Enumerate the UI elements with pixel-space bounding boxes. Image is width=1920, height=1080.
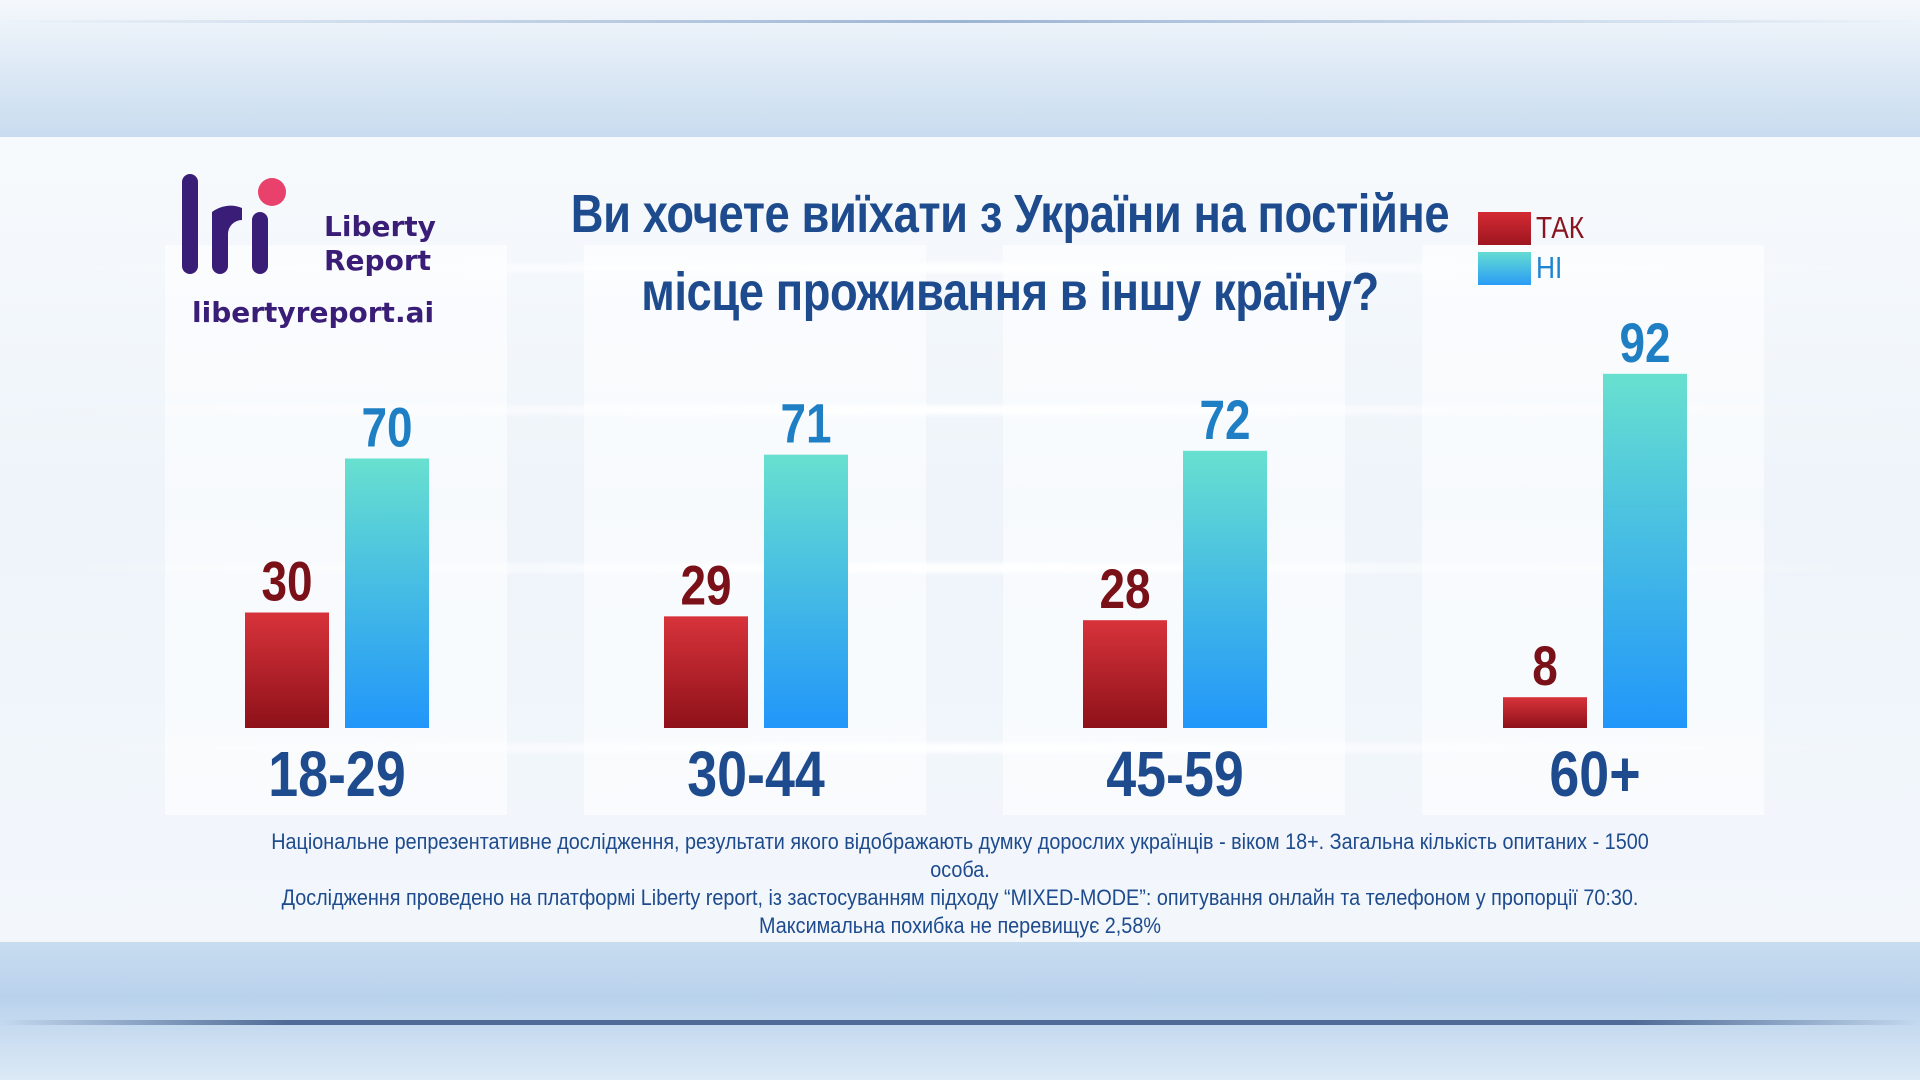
glow-line bbox=[0, 405, 1920, 415]
category-label-30-44: 30-44 bbox=[687, 738, 825, 811]
bar-no-30-44 bbox=[764, 454, 848, 728]
chart-title: Ви хочете виїхати з України на постійне … bbox=[548, 175, 1472, 331]
liberty-logo-mark-icon bbox=[182, 174, 286, 274]
bottom-stripe bbox=[0, 1020, 1920, 1025]
bottom-band bbox=[0, 942, 1920, 1080]
bar-yes-60plus bbox=[1503, 697, 1587, 728]
data-label-no-18-29: 70 bbox=[361, 396, 412, 458]
brand-name-line2: Report bbox=[324, 244, 432, 277]
legend-label-yes: ТАК bbox=[1536, 210, 1585, 245]
group-background bbox=[584, 245, 926, 815]
data-label-yes-45-59: 28 bbox=[1099, 558, 1150, 620]
legend-label-no: НІ bbox=[1536, 250, 1563, 285]
chart-title-line2: місце проживання в іншу країну? bbox=[641, 262, 1379, 322]
data-label-no-30-44: 71 bbox=[780, 392, 831, 454]
chart-title-line1: Ви хочете виїхати з України на постійне bbox=[570, 184, 1450, 244]
data-label-yes-18-29: 30 bbox=[261, 550, 312, 612]
footnote-line1: Національне репрезентативне дослідження,… bbox=[271, 829, 1649, 882]
brand-name-line1: Liberty bbox=[324, 210, 436, 243]
legend-swatch-no bbox=[1478, 252, 1531, 285]
bar-yes-30-44 bbox=[664, 616, 748, 728]
glow-line bbox=[0, 263, 1920, 273]
group-background bbox=[1422, 245, 1764, 815]
bar-no-18-29 bbox=[345, 458, 429, 728]
legend-swatch-yes bbox=[1478, 212, 1531, 245]
data-label-yes-30-44: 29 bbox=[680, 554, 731, 616]
footnote: Національне репрезентативне дослідження,… bbox=[240, 828, 1680, 940]
category-label-45-59: 45-59 bbox=[1106, 738, 1243, 811]
brand-url: libertyreport.ai bbox=[192, 296, 435, 329]
bar-no-45-59 bbox=[1183, 450, 1267, 728]
data-label-yes-60plus: 8 bbox=[1532, 635, 1558, 697]
group-background bbox=[165, 245, 507, 815]
data-label-no-60plus: 92 bbox=[1619, 311, 1670, 373]
footnote-line2: Дослідження проведено на платформі Liber… bbox=[281, 885, 1639, 910]
glow-line bbox=[0, 563, 1920, 573]
glow-line bbox=[0, 743, 1920, 753]
data-label-no-45-59: 72 bbox=[1199, 388, 1250, 450]
category-label-60plus: 60+ bbox=[1549, 738, 1640, 811]
top-band bbox=[0, 0, 1920, 137]
bar-no-60plus bbox=[1603, 373, 1687, 728]
bar-yes-18-29 bbox=[245, 612, 329, 728]
brand-logo: Liberty Report libertyreport.ai bbox=[180, 172, 460, 332]
bar-yes-45-59 bbox=[1083, 620, 1167, 728]
group-background bbox=[1003, 245, 1345, 815]
footnote-line3: Максимальна похибка не перевищує 2,58% bbox=[759, 913, 1161, 938]
category-label-18-29: 18-29 bbox=[268, 738, 405, 811]
